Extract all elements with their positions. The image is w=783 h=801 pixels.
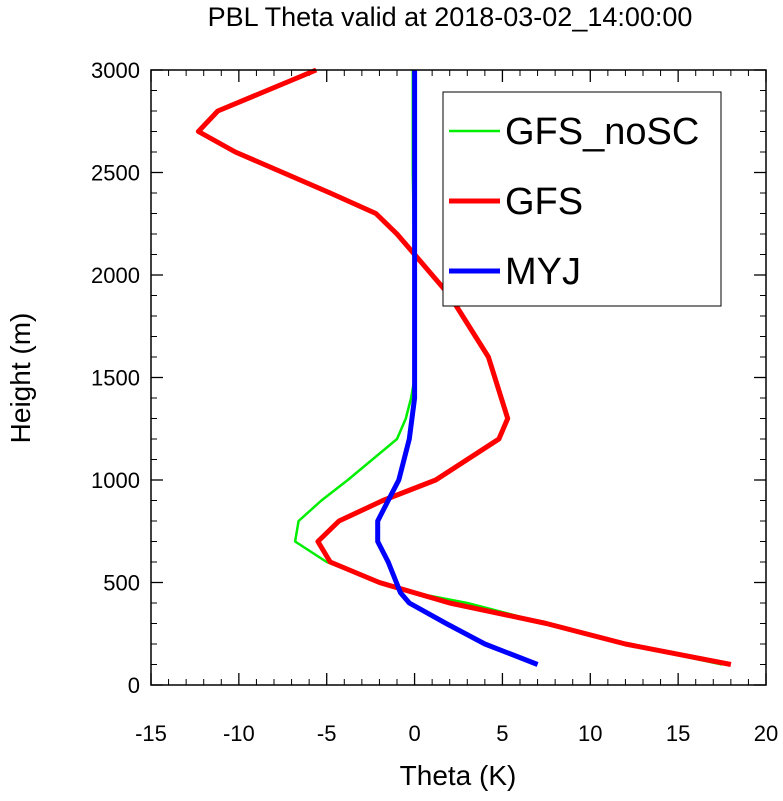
x-tick-label: 10 bbox=[578, 721, 602, 746]
y-tick-label: 2500 bbox=[91, 161, 140, 186]
chart-title: PBL Theta valid at 2018-03-02_14:00:00 bbox=[208, 2, 693, 32]
x-tick-label: 5 bbox=[496, 721, 508, 746]
x-tick-label: -5 bbox=[317, 721, 337, 746]
x-tick-label: 20 bbox=[754, 721, 778, 746]
legend-label: MYJ bbox=[505, 251, 581, 293]
series-line-myj bbox=[375, 70, 539, 667]
series-line-gfs bbox=[195, 67, 732, 667]
x-tick-label: -15 bbox=[135, 721, 167, 746]
legend-label: GFS bbox=[505, 181, 583, 223]
x-axis-label: Theta (K) bbox=[400, 760, 517, 791]
x-tick-label: 15 bbox=[666, 721, 690, 746]
y-tick-label: 1500 bbox=[91, 366, 140, 391]
legend: GFS_noSC GFS MYJ bbox=[442, 91, 722, 307]
plot-frame bbox=[150, 69, 767, 686]
y-tick-label: 0 bbox=[128, 673, 140, 698]
y-tick-label: 3000 bbox=[91, 58, 140, 83]
legend-label: GFS_noSC bbox=[505, 111, 699, 153]
x-tick-label: 0 bbox=[408, 721, 420, 746]
y-tick-label: 500 bbox=[103, 571, 140, 596]
ticks-layer: -15 -10 -5 0 5 10 15 20 0 500 1000 1500 2000 2500 3000 bbox=[91, 58, 778, 746]
y-axis-label: Height (m) bbox=[5, 313, 36, 444]
y-tick-label: 2000 bbox=[91, 263, 140, 288]
x-tick-label: -10 bbox=[223, 721, 255, 746]
series-layer bbox=[195, 67, 732, 667]
y-tick-label: 1000 bbox=[91, 468, 140, 493]
